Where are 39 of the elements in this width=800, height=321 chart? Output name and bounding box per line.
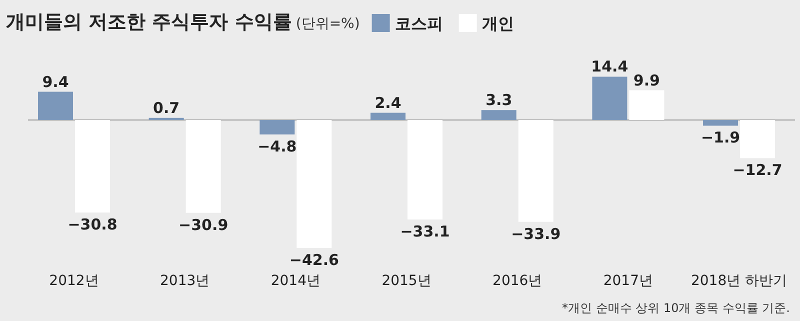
x-tick-label: 2013년 [160, 273, 210, 289]
bar [481, 110, 516, 120]
x-tick-label: 2017년 [603, 273, 654, 289]
bar [186, 120, 221, 213]
bar [38, 92, 73, 120]
bar [740, 120, 776, 158]
data-label: 9.4 [42, 72, 69, 91]
legend-label: 개인 [482, 14, 514, 33]
data-label: 0.7 [153, 98, 180, 117]
x-tick-label: 2015년 [382, 273, 432, 289]
data-label: 2.4 [374, 94, 402, 112]
x-tick-label: 2018년 하반기 [690, 273, 788, 289]
x-tick-label: 2012년 [49, 273, 99, 289]
text: *개인 순매수 상위 10개 종목 수익률 기준. [562, 301, 790, 315]
bar [408, 120, 443, 220]
data-label: −42.6 [289, 251, 339, 269]
chart-subtitle: (단위=%) [296, 16, 360, 32]
data-label: −4.8 [258, 137, 297, 156]
bar [518, 120, 554, 222]
data-label: −33.9 [511, 224, 561, 243]
x-tick-label: 2016년 [492, 273, 542, 289]
chart-title: 개미들의 저조한 주식투자 수익률 [6, 11, 292, 33]
bar [75, 120, 110, 213]
bar [260, 120, 295, 134]
bar [296, 120, 332, 248]
bar [592, 76, 628, 120]
data-label: −12.7 [732, 161, 782, 180]
x-tick-label: 2014년 [270, 273, 320, 289]
data-label: 14.4 [591, 58, 628, 76]
data-label: −30.8 [68, 216, 118, 234]
bar [370, 112, 406, 120]
data-label: −1.9 [700, 128, 740, 147]
data-label: 9.9 [633, 71, 660, 90]
data-label: 3.3 [486, 91, 512, 110]
bar [629, 90, 664, 120]
data-label: −30.9 [178, 216, 228, 234]
data-label: −33.1 [400, 222, 450, 240]
bar [703, 120, 738, 126]
legend-label: 코스피 [394, 14, 443, 33]
